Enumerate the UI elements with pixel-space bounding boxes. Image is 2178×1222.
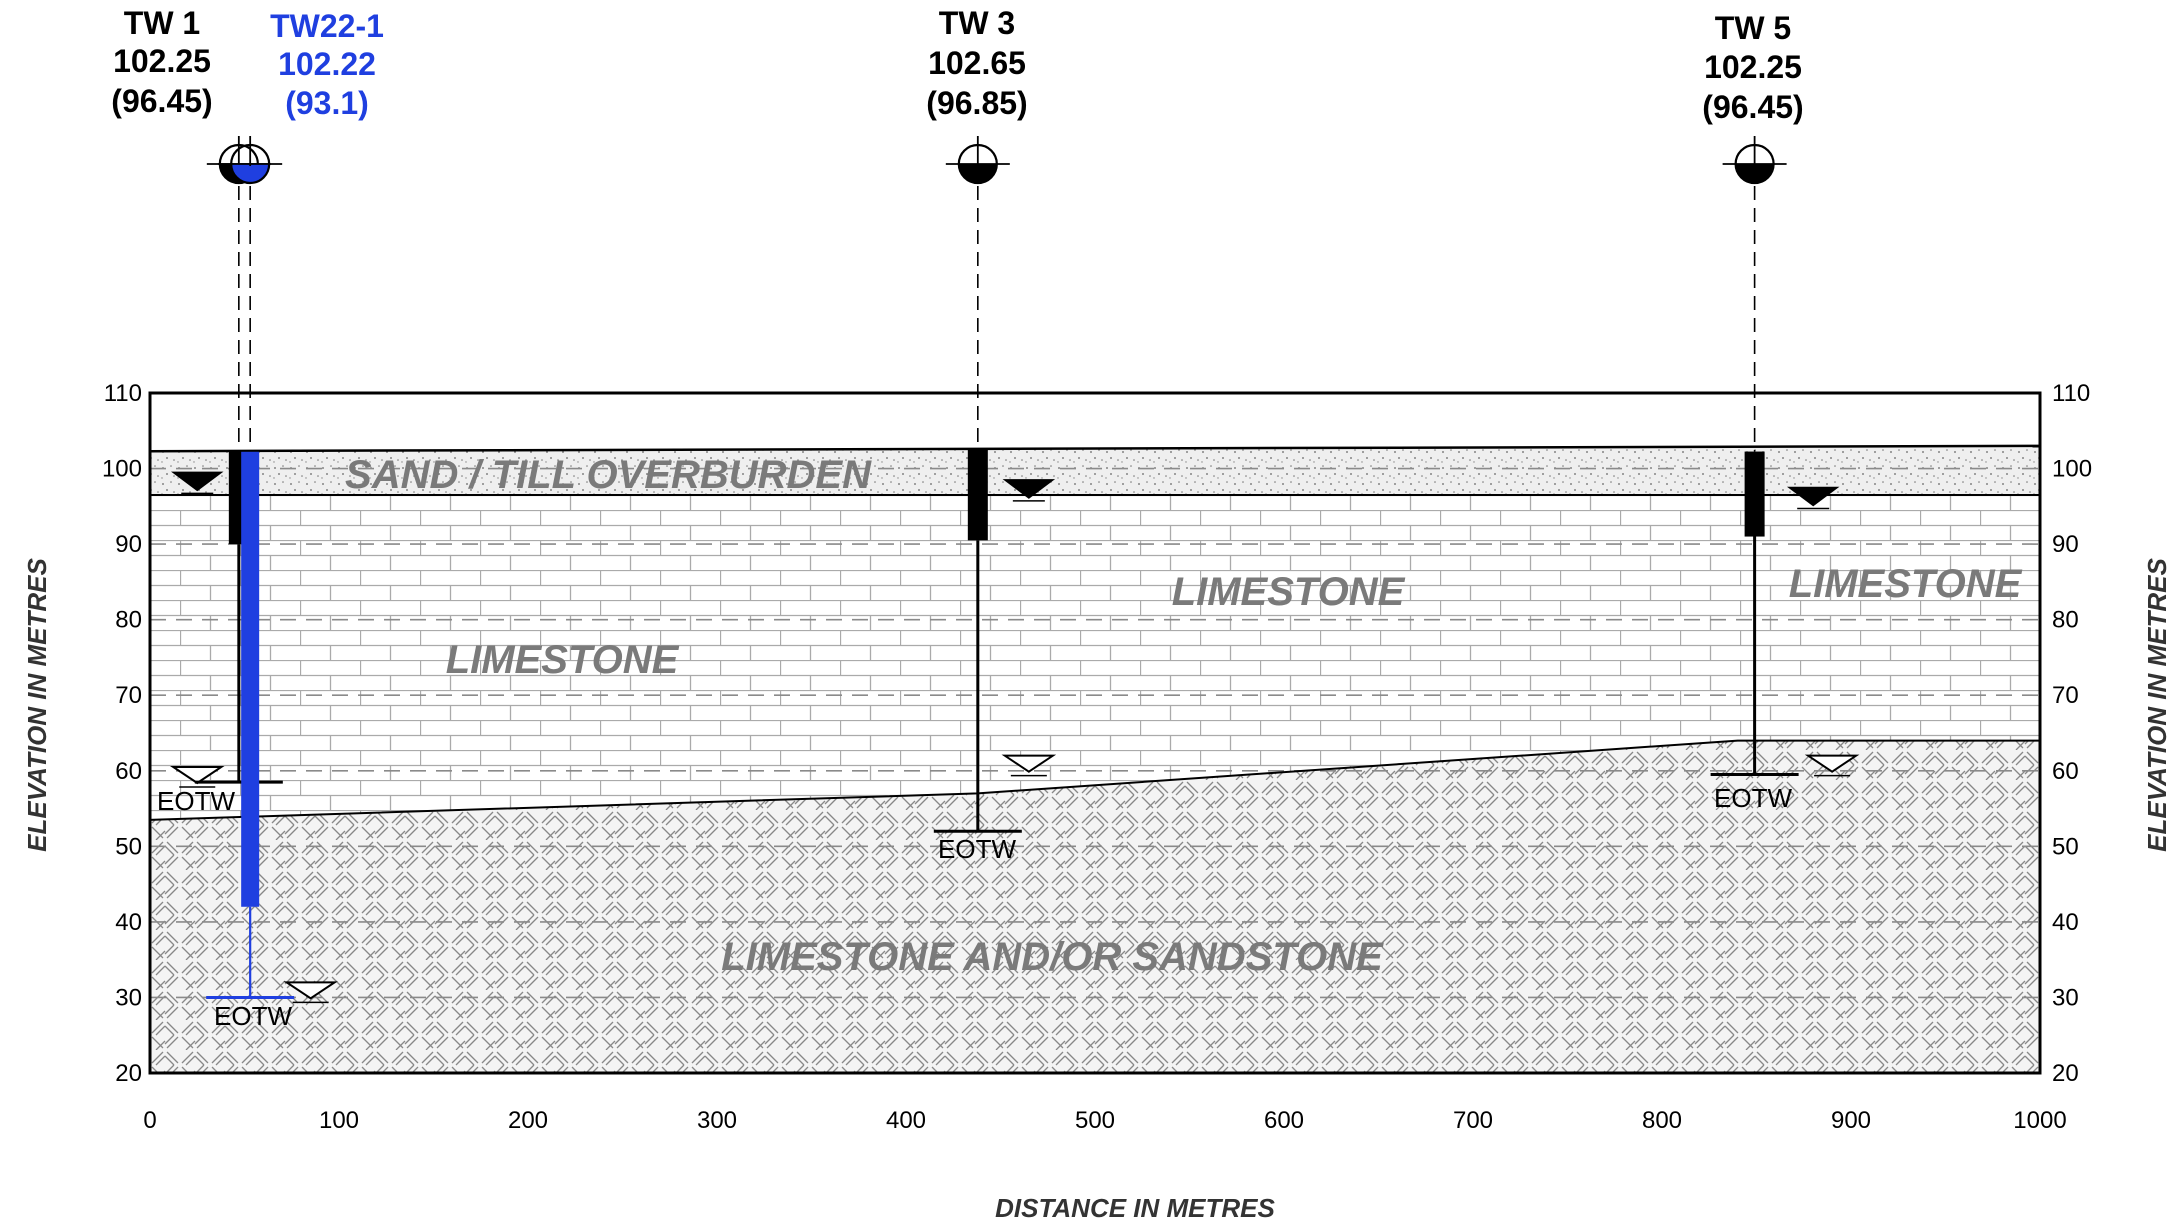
x-tick-0: 0 (143, 1107, 156, 1134)
tw3-id: TW 3 (939, 5, 1015, 41)
well-header-tw22-1: TW22-1 102.22 (93.1) (270, 8, 384, 121)
well-casing (967, 448, 988, 541)
tw22-1-elevation: 102.22 (278, 46, 376, 82)
limestone-label-right: LIMESTONE (1789, 562, 2023, 606)
geology-layers (150, 445, 2040, 1073)
hollow-water-marker-3 (1804, 754, 1860, 773)
y-tick-left-100: 100 (102, 456, 142, 483)
well-logs (194, 136, 1799, 999)
well-header-tw1: TW 1 102.25 (96.45) (111, 5, 212, 119)
x-tick-600: 600 (1264, 1107, 1304, 1134)
x-tick-300: 300 (697, 1107, 737, 1134)
well-symbol-fill (958, 164, 997, 184)
lower-unit-layer (150, 740, 2040, 1073)
x-axis-ticks: 0 100 200 300 400 500 600 700 800 900 1000 (143, 1107, 2066, 1134)
well-tw22-1 (206, 136, 295, 999)
y-tick-right-20: 20 (2052, 1060, 2079, 1087)
x-tick-1000: 1000 (2013, 1107, 2066, 1134)
contact-lines (149, 444, 2041, 821)
eotw-label-tw3: EOTW (938, 834, 1016, 864)
tw3-elevation: 102.65 (928, 45, 1026, 81)
eotw-label-tw22-1: EOTW (214, 1001, 292, 1031)
lower-unit-label: LIMESTONE AND/OR SANDSTONE (721, 935, 1384, 979)
well-header-tw5: TW 5 102.25 (96.45) (1702, 10, 1803, 125)
y-tick-left-50: 50 (115, 833, 142, 860)
tw1-id: TW 1 (124, 5, 200, 41)
elevation-dashed-lines (150, 467, 2040, 999)
filled-water-marker-1 (1002, 479, 1056, 499)
y-tick-right-110: 110 (2052, 380, 2090, 407)
y-tick-right-60: 60 (2052, 758, 2079, 785)
filled-water-marker-2 (1786, 486, 1840, 507)
y-axis-ticks-right: 110 100 90 80 70 60 50 40 30 20 (2052, 380, 2092, 1087)
well-tw5 (1710, 136, 1799, 777)
limestone-base-line (149, 739, 2040, 821)
eotw-label-tw5: EOTW (1714, 783, 1792, 813)
tw5-water-level: (96.45) (1702, 89, 1803, 125)
y-tick-left-70: 70 (115, 682, 142, 709)
well-symbol-fill (231, 164, 270, 184)
water-level-markers (169, 471, 1860, 1004)
x-tick-700: 700 (1453, 1107, 1493, 1134)
x-axis-title: DISTANCE IN METRES (995, 1193, 1275, 1222)
y-tick-right-80: 80 (2052, 607, 2079, 634)
tw3-water-level: (96.85) (926, 85, 1027, 121)
y-tick-right-50: 50 (2052, 833, 2079, 860)
limestone-label-left: LIMESTONE (446, 638, 680, 682)
overburden-layer (150, 445, 2040, 495)
x-tick-500: 500 (1075, 1107, 1115, 1134)
y-tick-right-70: 70 (2052, 682, 2079, 709)
x-tick-200: 200 (508, 1107, 548, 1134)
x-tick-400: 400 (886, 1107, 926, 1134)
well-casing (241, 451, 260, 907)
x-tick-800: 800 (1642, 1107, 1682, 1134)
hollow-water-marker-1 (283, 981, 338, 1000)
y-tick-right-90: 90 (2052, 531, 2079, 558)
y-tick-right-30: 30 (2052, 984, 2079, 1011)
x-tick-100: 100 (319, 1107, 359, 1134)
tw5-id: TW 5 (1715, 10, 1791, 46)
x-tick-900: 900 (1831, 1107, 1871, 1134)
hollow-water-marker-2 (1001, 754, 1057, 773)
y-tick-right-40: 40 (2052, 909, 2079, 936)
y-tick-left-20: 20 (115, 1060, 142, 1087)
limestone-label-center: LIMESTONE (1172, 570, 1406, 614)
tw5-elevation: 102.25 (1704, 49, 1802, 85)
y-tick-right-100: 100 (2052, 456, 2092, 483)
y-tick-left-30: 30 (115, 984, 142, 1011)
y-axis-ticks-left: 110 100 90 80 70 60 50 40 30 20 (102, 380, 142, 1087)
plot-frame (148, 391, 2042, 1075)
tw22-1-id: TW22-1 (270, 8, 384, 44)
well-header-tw3: TW 3 102.65 (96.85) (926, 5, 1027, 121)
y-tick-left-90: 90 (115, 531, 142, 558)
filled-water-marker-0 (171, 471, 224, 492)
overburden-label: SAND / TILL OVERBURDEN (345, 453, 872, 497)
y-axis-title-right: ELEVATION IN METRES (2142, 557, 2172, 851)
y-tick-left-80: 80 (115, 607, 142, 634)
y-tick-left-40: 40 (115, 909, 142, 936)
well-tw3 (933, 136, 1022, 833)
tw22-1-water-level: (93.1) (285, 85, 369, 121)
well-casing (1744, 451, 1765, 537)
eotw-label-tw1: EOTW (157, 786, 235, 816)
well-symbol-fill (1735, 164, 1774, 184)
y-tick-left-110: 110 (104, 380, 142, 407)
hollow-water-marker-0 (169, 766, 225, 785)
y-axis-title-left: ELEVATION IN METRES (22, 557, 52, 851)
limestone-layer (150, 495, 2040, 820)
y-tick-left-60: 60 (115, 758, 142, 785)
tw1-water-level: (96.45) (111, 83, 212, 119)
tw1-elevation: 102.25 (113, 43, 211, 79)
ground-surface-line (149, 444, 2041, 453)
